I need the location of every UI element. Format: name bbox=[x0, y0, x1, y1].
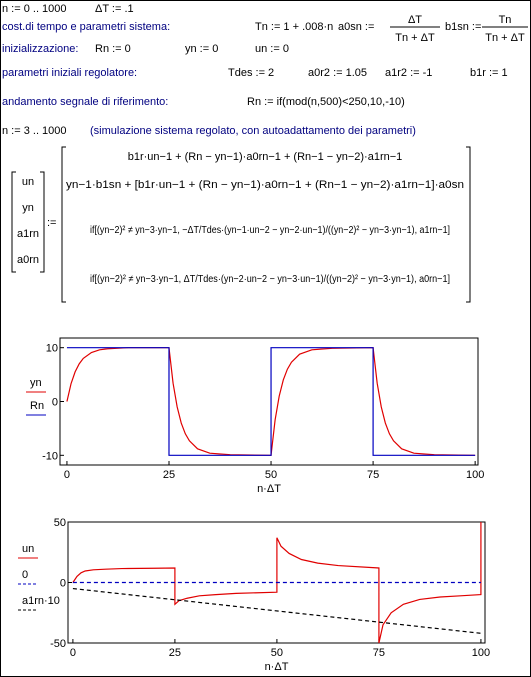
x-tick-label: 0 bbox=[70, 647, 76, 659]
matrix-bracket bbox=[61, 146, 471, 303]
y-tick-label: 10 bbox=[46, 343, 58, 355]
x-tick-label: 50 bbox=[271, 647, 283, 659]
math: if[(yn−2)² ≠ yn−3·yn−1, −ΔT/Tdes·(yn−1·u… bbox=[90, 225, 450, 236]
math: un := 0 bbox=[255, 43, 289, 55]
math: Rn := if(mod(n,500)<250,10,-10) bbox=[247, 96, 405, 108]
math: if[(yn−2)² ≠ yn−3·yn−1, ΔT/Tdes·(yn−2·un… bbox=[90, 274, 450, 285]
math: yn−1·b1sn + [b1r·un−1 + (Rn − yn−1)·a0rn… bbox=[66, 179, 464, 191]
legend-label: Rn bbox=[30, 400, 44, 412]
x-tick-label: 75 bbox=[367, 469, 379, 481]
math: Rn := 0 bbox=[95, 43, 131, 55]
y-tick-label: 50 bbox=[54, 517, 66, 529]
series-line bbox=[66, 347, 476, 456]
y-tick-label: -10 bbox=[42, 450, 58, 462]
math: a0r2 := 1.05 bbox=[308, 67, 367, 79]
math: b1r·un−1 + (Rn − yn−1)·a0rn−1 + (Rn−1 − … bbox=[128, 151, 403, 163]
label: (simulazione sistema regolato, con autoa… bbox=[90, 125, 416, 137]
x-tick-label: 0 bbox=[64, 469, 70, 481]
x-tick-label: 75 bbox=[373, 647, 385, 659]
math: Tn bbox=[499, 14, 512, 26]
math: un bbox=[22, 176, 34, 188]
math: a1r2 := -1 bbox=[385, 67, 432, 79]
legend-label: yn bbox=[30, 377, 42, 389]
math: a0sn := bbox=[338, 21, 374, 33]
label: parametri iniziali regolatore: bbox=[2, 67, 137, 79]
x-axis-label: n·ΔT bbox=[265, 661, 289, 673]
math: Tn + ΔT bbox=[485, 32, 525, 44]
math: a0rn bbox=[17, 254, 39, 266]
math: a1rn bbox=[17, 228, 39, 240]
x-axis-label: n·ΔT bbox=[257, 483, 281, 495]
x-tick-label: 100 bbox=[466, 469, 484, 481]
math: n := 3 .. 1000 bbox=[2, 125, 67, 137]
x-tick-label: 25 bbox=[169, 647, 181, 659]
math: yn := 0 bbox=[185, 43, 218, 55]
y-tick-label: 0 bbox=[52, 397, 58, 409]
matrix-bracket bbox=[11, 171, 45, 273]
x-tick-label: 50 bbox=[265, 469, 277, 481]
x-tick-label: 25 bbox=[163, 469, 175, 481]
x-tick-label: 100 bbox=[472, 647, 490, 659]
series-line bbox=[72, 522, 482, 644]
label: cost.di tempo e parametri sistema: bbox=[2, 21, 170, 33]
series-line bbox=[72, 587, 481, 634]
legend-label: 0 bbox=[22, 569, 28, 581]
y-tick-label: -50 bbox=[50, 638, 66, 650]
math: Tn + ΔT bbox=[395, 32, 435, 44]
math: := bbox=[47, 217, 56, 229]
label: inizializzazione: bbox=[2, 43, 78, 55]
math: Tdes := 2 bbox=[228, 67, 274, 79]
legend-label: a1rn·10 bbox=[22, 595, 60, 607]
legend-label: un bbox=[22, 543, 34, 555]
math: b1r := 1 bbox=[470, 67, 508, 79]
math: yn bbox=[22, 202, 34, 214]
math: ΔT bbox=[408, 14, 422, 26]
math: ΔT := .1 bbox=[95, 3, 134, 15]
math: Tn := 1 + .008·n bbox=[255, 21, 333, 33]
label: andamento segnale di riferimento: bbox=[2, 96, 168, 108]
math: b1sn := bbox=[445, 21, 481, 33]
y-tick-label: 0 bbox=[60, 578, 66, 590]
math: n := 0 .. 1000 bbox=[2, 3, 67, 15]
